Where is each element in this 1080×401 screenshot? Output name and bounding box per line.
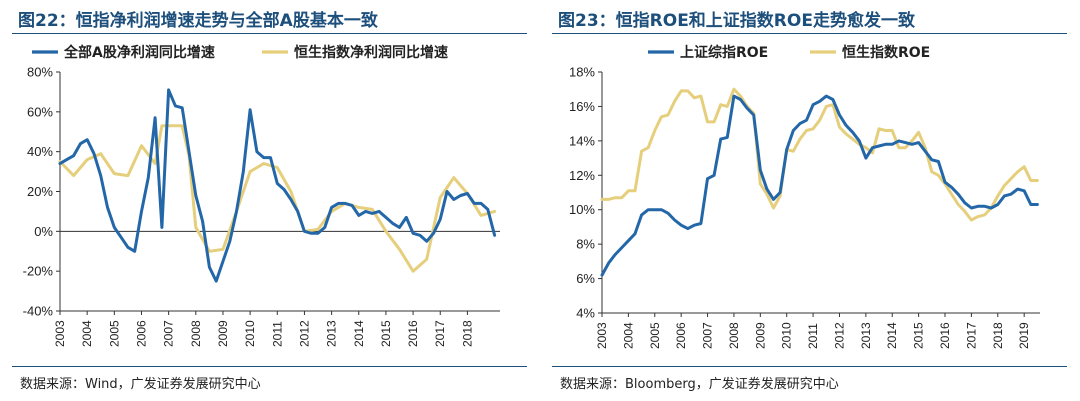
- left-xtick-label: 2017: [433, 320, 447, 347]
- source-divider-left: [12, 366, 527, 367]
- left-xtick-label: 2014: [352, 320, 366, 347]
- line-chart-left: 全部A股净利润同比增速 恒生指数净利润同比增速 -40% -20% 0% 20% 40% 60…: [23, 44, 500, 347]
- left-ytick-label: 20%: [27, 184, 53, 199]
- left-xtick-label: 2012: [297, 320, 311, 347]
- chart-panel-left: 图22：恒指净利润增速走势与全部A股基本一致 全部A股净利润同比增速 恒生指数净利…: [12, 11, 527, 392]
- right-ytick-label: 10%: [569, 202, 595, 217]
- left-ytick-label: -40%: [23, 304, 54, 319]
- right-xtick-label: 2005: [648, 322, 662, 349]
- left-series-line-1: [58, 88, 497, 283]
- left-xtick-label: 2010: [243, 320, 257, 347]
- right-xtick-label: 2018: [991, 322, 1005, 349]
- left-series-line-2: [58, 124, 497, 273]
- left-xtick-label: 2016: [406, 320, 420, 347]
- left-xtick-label: 2013: [325, 320, 339, 347]
- right-legend-label-2: 恒生指数ROE: [842, 44, 930, 61]
- right-xtick-label: 2015: [912, 322, 926, 349]
- right-ytick-label: 8%: [576, 237, 595, 252]
- title-divider-left: [12, 33, 527, 34]
- right-legend-label-1: 上证综指ROE: [680, 44, 768, 61]
- left-legend-label-1: 全部A股净利润同比增速: [63, 44, 215, 61]
- left-xtick-label: 2006: [134, 320, 148, 347]
- left-xtick-label: 2003: [53, 320, 67, 347]
- right-xtick-label: 2009: [753, 322, 767, 349]
- right-xtick-label: 2013: [859, 322, 873, 349]
- right-xtick-label: 2006: [674, 322, 688, 349]
- title-divider-right: [552, 33, 1067, 34]
- right-ytick-label: 6%: [576, 271, 595, 286]
- right-xtick-label: 2004: [621, 322, 635, 349]
- left-ytick-label: 60%: [27, 104, 53, 119]
- left-xtick-label: 2018: [460, 320, 474, 347]
- left-ytick-label: 80%: [27, 65, 53, 80]
- left-ytick-label: 0%: [34, 224, 53, 239]
- chart-title-right: 图23：恒指ROE和上证指数ROE走势愈发一致: [558, 11, 915, 31]
- right-ytick-label: 12%: [569, 168, 595, 183]
- right-xtick-label: 2010: [780, 322, 794, 349]
- left-xtick-label: 2008: [189, 320, 203, 347]
- left-xtick-label: 2015: [379, 320, 393, 347]
- left-legend-label-2: 恒生指数净利润同比增速: [294, 44, 448, 61]
- left-ytick-label: -20%: [23, 264, 54, 279]
- right-xtick-label: 2016: [938, 322, 952, 349]
- left-xtick-label: 2011: [270, 321, 284, 347]
- right-xtick-label: 2003: [595, 322, 609, 349]
- right-xtick-label: 2012: [832, 322, 846, 349]
- left-xtick-label: 2009: [216, 320, 230, 347]
- source-note-right: 数据来源：Bloomberg，广发证券发展研究中心: [560, 377, 839, 392]
- left-xtick-label: 2007: [162, 320, 176, 347]
- right-series-line-2: [600, 87, 1039, 222]
- right-ytick-label: 18%: [569, 65, 595, 80]
- right-ytick-label: 4%: [576, 306, 595, 321]
- line-chart-right: 上证综指ROE 恒生指数ROE 4% 6% 8% 10% 12% 14% 16% 18% 2003 2…: [569, 44, 1040, 349]
- source-divider-right: [552, 366, 1067, 367]
- right-ytick-label: 16%: [569, 99, 595, 114]
- chart-panel-right: 图23：恒指ROE和上证指数ROE走势愈发一致 上证综指ROE 恒生指数ROE 4%…: [540, 0, 1080, 401]
- right-xtick-label: 2017: [964, 322, 978, 349]
- source-note-left: 数据来源：Wind，广发证券发展研究中心: [20, 377, 261, 392]
- right-xtick-label: 2019: [1017, 322, 1031, 349]
- left-xtick-label: 2005: [107, 320, 121, 347]
- right-ytick-label: 14%: [569, 133, 595, 148]
- left-ytick-label: 40%: [27, 144, 53, 159]
- right-xtick-label: 2008: [727, 322, 741, 349]
- left-xtick-label: 2004: [80, 320, 94, 347]
- right-xtick-label: 2011: [806, 323, 820, 349]
- right-series-line-1: [600, 94, 1039, 277]
- right-xtick-label: 2007: [701, 322, 715, 349]
- chart-title-left: 图22：恒指净利润增速走势与全部A股基本一致: [18, 11, 378, 31]
- right-xtick-label: 2014: [885, 322, 899, 349]
